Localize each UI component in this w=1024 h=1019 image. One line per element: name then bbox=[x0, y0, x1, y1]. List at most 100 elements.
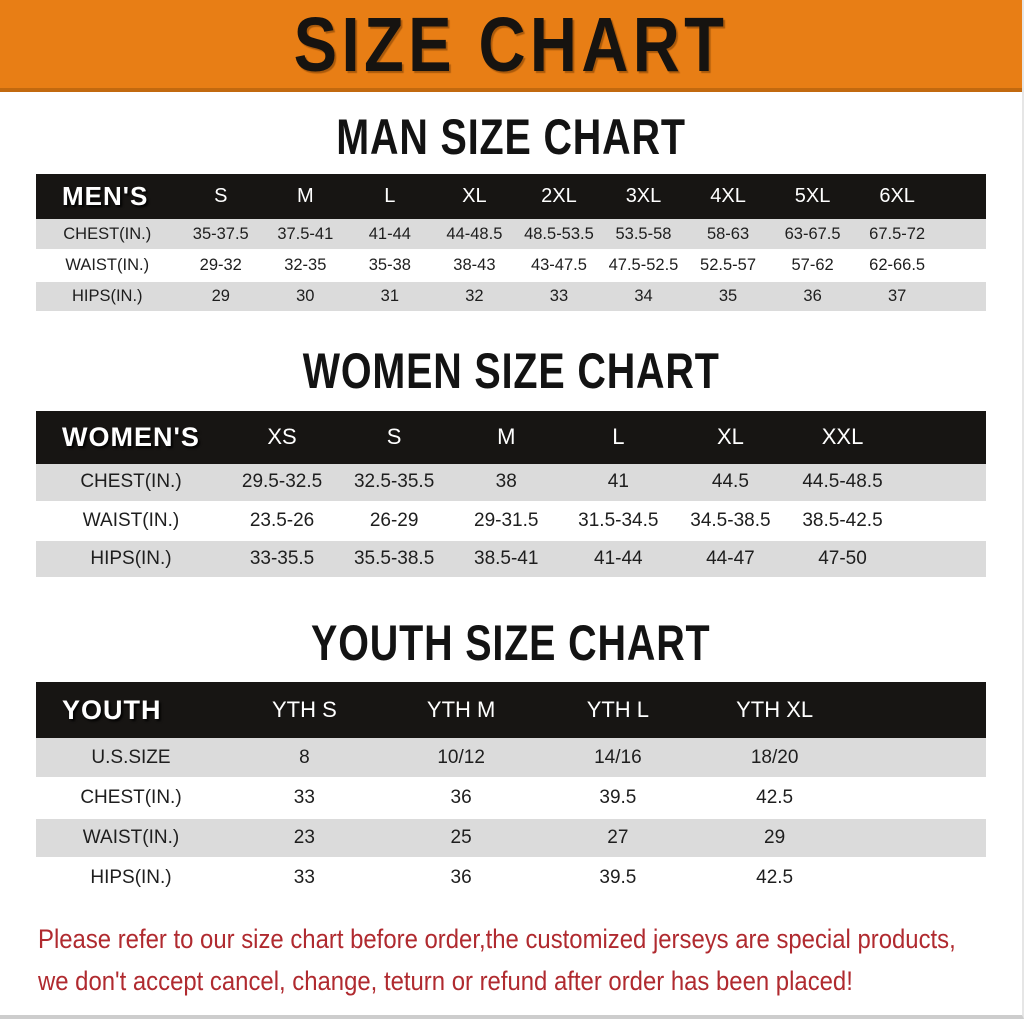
size-value-cell: 33 bbox=[293, 787, 315, 809]
spacer-cell bbox=[899, 464, 986, 502]
spacer-cell bbox=[939, 219, 986, 250]
size-value-cell: 47.5-52.5 bbox=[608, 256, 679, 275]
youth-size-table: YOUTH YTH S YTH M YTH L YTH XL U.S.SIZE 8 10/12… bbox=[36, 682, 986, 899]
size-column-header: 6XL bbox=[879, 185, 915, 208]
size-column-header: YTH M bbox=[426, 697, 496, 723]
size-column-header: XL bbox=[716, 424, 744, 450]
measurement-row: WAIST(IN.) 23 25 27 29 bbox=[36, 818, 986, 859]
size-group-label: MEN'S bbox=[62, 181, 149, 212]
measurement-row: CHEST(IN.) 35-37.5 37.5-41 41-44 44-48.5 48.5… bbox=[36, 219, 986, 251]
size-value-cell: 33 bbox=[549, 287, 569, 306]
size-value-cell: 14/16 bbox=[594, 746, 642, 768]
size-value-cell: 32-35 bbox=[284, 256, 327, 275]
section-title-youth-text: YOUTH SIZE CHART bbox=[311, 614, 711, 671]
row-label: U.S.SIZE bbox=[91, 746, 171, 768]
size-column-header: L bbox=[612, 424, 625, 450]
size-column-header: YTH L bbox=[586, 697, 650, 723]
size-value-cell: 57-62 bbox=[791, 256, 834, 275]
size-header-row: WOMEN'S XS S M L XL XXL bbox=[36, 410, 986, 464]
section-title-man: MAN SIZE CHART bbox=[0, 108, 1022, 165]
size-value-cell: 41-44 bbox=[594, 547, 643, 569]
spacer-cell bbox=[853, 738, 986, 778]
size-header-row: MEN'S S M L XL 2XL 3XL 4XL 5XL 6XL bbox=[36, 174, 986, 220]
size-value-cell: 32 bbox=[465, 287, 484, 306]
size-value-cell: 36 bbox=[803, 287, 822, 306]
size-value-cell: 58-63 bbox=[706, 224, 750, 243]
footer-line-1: Please refer to our size chart before or… bbox=[38, 919, 1022, 961]
size-value-cell: 38 bbox=[495, 471, 517, 493]
size-column-header: M bbox=[296, 185, 314, 208]
size-value-cell: 44.5 bbox=[711, 471, 749, 493]
size-value-cell: 26-29 bbox=[369, 509, 419, 531]
section-title-youth: YOUTH SIZE CHART bbox=[0, 614, 1022, 671]
size-value-cell: 62-66.5 bbox=[869, 256, 926, 275]
size-column-header: XS bbox=[267, 424, 297, 450]
size-value-cell: 43-47.5 bbox=[530, 256, 587, 275]
size-value-cell: 29.5-32.5 bbox=[241, 471, 323, 493]
size-column-header: L bbox=[384, 185, 396, 208]
section-women: WOMEN SIZE CHART WOMEN'S XS S M L XL XXL CHEST(… bbox=[0, 344, 1022, 578]
row-label: CHEST(IN.) bbox=[63, 224, 152, 243]
row-label: WAIST(IN.) bbox=[82, 509, 180, 531]
row-label: WAIST(IN.) bbox=[82, 827, 180, 849]
measurement-row: WAIST(IN.) 29-32 32-35 35-38 38-43 43-47.5 47.… bbox=[36, 250, 986, 282]
footer-line-1-text: Please refer to our size chart before or… bbox=[38, 924, 956, 955]
size-value-cell: 25 bbox=[450, 827, 472, 849]
size-value-cell: 36 bbox=[450, 787, 472, 809]
section-title-man-text: MAN SIZE CHART bbox=[336, 108, 686, 165]
footer-line-2-text: we don't accept cancel, change, teturn o… bbox=[38, 965, 853, 996]
spacer-cell bbox=[899, 502, 986, 540]
size-value-cell: 53.5-58 bbox=[615, 224, 672, 243]
size-value-cell: 33 bbox=[293, 867, 315, 889]
size-value-cell: 30 bbox=[296, 287, 315, 306]
size-value-cell: 33-35.5 bbox=[249, 547, 315, 569]
spacer-cell bbox=[853, 778, 986, 818]
size-value-cell: 48.5-53.5 bbox=[524, 224, 594, 243]
row-label: CHEST(IN.) bbox=[80, 787, 182, 809]
size-value-cell: 38.5-41 bbox=[474, 547, 539, 569]
size-value-cell: 29-31.5 bbox=[474, 509, 539, 531]
spacer-cell bbox=[853, 682, 986, 738]
size-value-cell: 18/20 bbox=[750, 746, 799, 768]
size-value-cell: 44.5-48.5 bbox=[802, 471, 883, 493]
row-label: HIPS(IN.) bbox=[90, 867, 172, 889]
size-value-cell: 35.5-38.5 bbox=[353, 547, 435, 569]
size-value-cell: 34.5-38.5 bbox=[690, 509, 771, 531]
measurement-row: HIPS(IN.) 33-35.5 35.5-38.5 38.5-41 41-44 44-… bbox=[36, 539, 986, 578]
size-group-label: WOMEN'S bbox=[62, 421, 200, 452]
size-value-cell: 23.5-26 bbox=[249, 509, 315, 531]
section-youth: YOUTH SIZE CHART YOUTH YTH S YTH M YTH L YTH… bbox=[0, 614, 1022, 899]
measurement-row: CHEST(IN.) 29.5-32.5 32.5-35.5 38 41 44.5 44.5… bbox=[36, 463, 986, 502]
size-value-cell: 42.5 bbox=[756, 787, 794, 809]
size-value-cell: 41 bbox=[607, 471, 629, 493]
size-value-cell: 42.5 bbox=[756, 867, 794, 889]
size-value-cell: 36 bbox=[450, 867, 472, 889]
measurement-row: HIPS(IN.) 33 36 39.5 42.5 bbox=[36, 858, 986, 899]
man-size-table: MEN'S S M L XL 2XL 3XL 4XL 5XL 6XL CHEST(IN.) 35-37… bbox=[36, 174, 986, 313]
size-column-header: S bbox=[214, 185, 228, 208]
footer-note: Please refer to our size chart before or… bbox=[38, 919, 1022, 1003]
row-label: HIPS(IN.) bbox=[71, 287, 143, 306]
size-value-cell: 35-37.5 bbox=[192, 224, 249, 243]
size-value-cell: 31 bbox=[380, 287, 400, 306]
spacer-cell bbox=[939, 281, 986, 312]
size-value-cell: 8 bbox=[299, 746, 310, 768]
size-value-cell: 35-38 bbox=[368, 256, 411, 275]
row-label: WAIST(IN.) bbox=[65, 256, 150, 275]
spacer-cell bbox=[899, 411, 986, 464]
spacer-cell bbox=[939, 250, 986, 281]
size-column-header: YTH XL bbox=[736, 697, 814, 723]
measurement-row: CHEST(IN.) 33 36 39.5 42.5 bbox=[36, 778, 986, 819]
size-column-header: 5XL bbox=[794, 185, 831, 208]
spacer-cell bbox=[899, 540, 986, 578]
measurement-row: U.S.SIZE 8 10/12 14/16 18/20 bbox=[36, 738, 986, 779]
size-column-header: YTH S bbox=[271, 697, 337, 723]
size-value-cell: 39.5 bbox=[599, 867, 637, 889]
size-value-cell: 35 bbox=[718, 287, 738, 306]
size-value-cell: 29-32 bbox=[199, 256, 242, 275]
size-column-header: M bbox=[497, 424, 516, 450]
section-title-women: WOMEN SIZE CHART bbox=[0, 344, 1022, 397]
size-value-cell: 23 bbox=[293, 827, 315, 849]
row-label: HIPS(IN.) bbox=[90, 547, 172, 569]
size-column-header: 3XL bbox=[625, 185, 662, 208]
